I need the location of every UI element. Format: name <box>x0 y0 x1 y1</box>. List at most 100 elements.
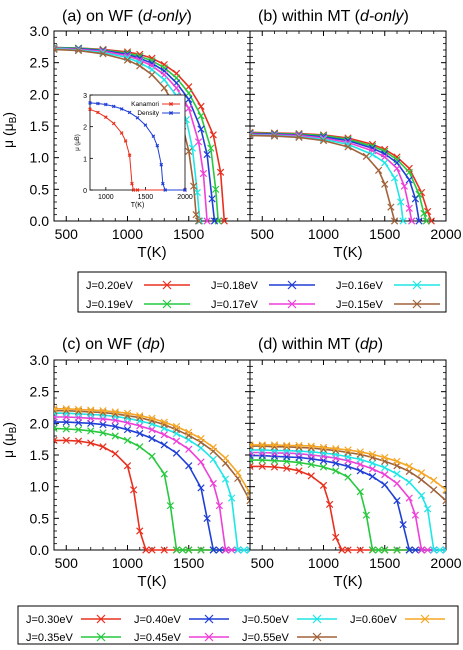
y-axis-label-bottom: μ (μB) <box>0 422 19 458</box>
legend-entry: J=0.16eV <box>336 280 440 292</box>
data-point <box>197 484 205 492</box>
data-point <box>142 546 150 554</box>
data-point <box>415 217 423 225</box>
data-point <box>258 441 266 449</box>
legend-marker <box>412 280 422 290</box>
x-tick-label: 500 <box>251 555 275 571</box>
inset-series-line <box>89 102 185 191</box>
inset-data-point <box>127 110 132 115</box>
data-point <box>344 473 352 481</box>
data-point <box>393 546 401 554</box>
data-point <box>368 450 377 458</box>
data-point <box>172 546 181 554</box>
data-point <box>393 164 401 173</box>
inset-x-tick-label: 1500 <box>138 194 154 201</box>
data-point <box>99 429 107 437</box>
data-point <box>420 209 428 218</box>
data-point <box>209 455 217 464</box>
x-tick-label: 1000 <box>308 555 339 571</box>
data-point <box>344 446 352 454</box>
data-point <box>208 195 216 203</box>
x-tick-label: 500 <box>55 226 79 242</box>
data-point <box>185 147 193 155</box>
inset-y-tick-label: 0 <box>83 188 87 195</box>
series-line <box>54 427 250 551</box>
legend-marker <box>412 299 422 309</box>
data-point <box>307 451 315 459</box>
inset-legend-marker <box>168 101 174 107</box>
data-point <box>209 443 217 452</box>
panel-a-title: (a) on WF (d-only) <box>62 8 192 25</box>
data-point <box>270 463 279 471</box>
y-tick-label: 1.5 <box>30 447 50 463</box>
x-axis-label: T(K) <box>137 244 166 261</box>
data-point <box>197 112 205 120</box>
data-point <box>319 463 328 471</box>
data-point <box>228 546 236 554</box>
panel-c-series <box>54 405 250 554</box>
data-point <box>250 442 254 450</box>
data-point <box>368 472 377 481</box>
data-point <box>417 469 426 477</box>
panel-b-title: (b) within MT (d-only) <box>258 8 409 25</box>
data-point <box>99 443 107 451</box>
legend-label: J=0.16eV <box>336 280 383 292</box>
series-line <box>250 445 446 502</box>
data-point <box>54 436 58 445</box>
data-point <box>381 153 389 161</box>
data-point <box>436 546 444 554</box>
data-point <box>246 496 250 505</box>
data-point <box>209 131 217 139</box>
data-point <box>216 168 225 176</box>
data-point <box>192 211 200 219</box>
inset-data-point <box>135 188 140 192</box>
data-point <box>319 136 328 145</box>
legend-marker <box>312 632 322 642</box>
data-point <box>62 425 70 433</box>
data-point <box>393 496 401 505</box>
x-tick-label: 500 <box>55 555 79 571</box>
legend-label: J=0.17eV <box>211 299 258 311</box>
panel-a: (a) on WF (d-only)500 1000 1500T(K)0.00.51… <box>30 8 251 261</box>
legend-marker <box>420 614 430 624</box>
data-point <box>203 217 211 225</box>
legend-marker <box>204 614 214 624</box>
legend-label: J=0.45eV <box>134 632 181 644</box>
data-point <box>190 182 198 190</box>
data-point <box>393 159 401 167</box>
data-point <box>87 427 95 435</box>
data-point <box>148 434 156 443</box>
data-point <box>74 426 83 434</box>
data-point <box>136 412 144 420</box>
inset-x-tick-label: 2000 <box>177 194 193 201</box>
legend-marker <box>162 299 172 309</box>
data-point <box>123 56 132 64</box>
data-point <box>197 102 205 110</box>
data-point <box>332 445 340 453</box>
data-point <box>332 533 340 541</box>
data-point <box>246 489 250 497</box>
data-point <box>411 546 419 554</box>
data-point <box>185 104 193 112</box>
data-point <box>356 488 364 496</box>
data-point <box>356 448 364 456</box>
data-point <box>160 441 168 449</box>
data-point <box>362 152 370 161</box>
data-point <box>136 527 144 535</box>
data-point <box>123 409 132 417</box>
data-point <box>381 159 389 167</box>
legend-label: J=0.35eV <box>26 632 73 644</box>
data-point <box>99 407 107 415</box>
data-point <box>207 144 215 152</box>
data-point <box>197 434 205 443</box>
data-point <box>442 546 446 554</box>
y-tick-label: 2.5 <box>30 384 50 400</box>
data-point <box>148 546 156 554</box>
series-line <box>54 412 250 551</box>
data-point <box>408 217 416 225</box>
inset-data-point <box>143 123 148 127</box>
data-point <box>270 441 279 449</box>
data-point <box>62 436 70 445</box>
legend-entry: J=0.30eV <box>26 614 121 626</box>
data-point <box>136 429 144 438</box>
